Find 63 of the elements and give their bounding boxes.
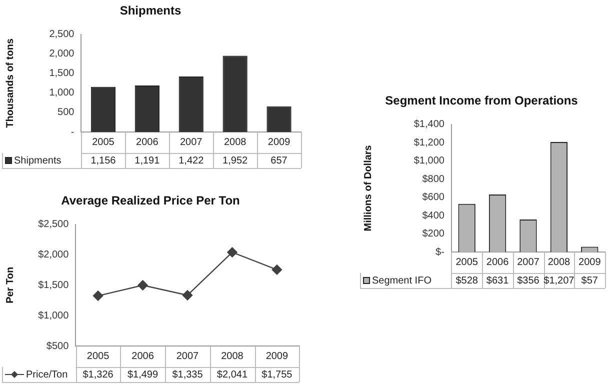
y-tick-label: $2,500	[38, 219, 70, 230]
data-label: $1,326	[82, 369, 114, 380]
y-tick-label: $200	[422, 228, 445, 240]
x-tick-label: 2006	[132, 350, 154, 362]
data-label: $57	[581, 275, 598, 286]
y-tick-label: $1,000	[38, 310, 70, 322]
point	[227, 247, 238, 258]
y-axis-title: Per Ton	[4, 266, 16, 304]
y-axis-title: Millions of Dollars	[362, 144, 374, 232]
data-label: $528	[456, 275, 478, 286]
data-label: $1,207	[544, 275, 575, 286]
x-tick-label: 2007	[176, 350, 200, 362]
data-label: $356	[517, 275, 540, 286]
data-label: 1,191	[134, 155, 160, 166]
x-tick-label: 2005	[86, 350, 110, 362]
data-label: $1,499	[127, 369, 158, 380]
y-tick-label: 1,000	[49, 88, 75, 99]
y-tick-label: $500	[46, 340, 70, 352]
y-tick-label: $1,500	[38, 280, 70, 291]
x-tick-label: 2009	[578, 256, 602, 268]
point	[138, 280, 148, 290]
y-tick-label: $800	[422, 174, 445, 185]
point	[272, 264, 282, 275]
y-tick-label: 2,000	[49, 48, 75, 60]
chart-title: Segment Income from Operations	[385, 94, 578, 108]
y-tick-label: -	[70, 126, 74, 138]
data-label: $2,041	[216, 369, 248, 380]
x-tick-label: 2009	[268, 136, 291, 148]
data-label: $1,335	[172, 369, 204, 380]
y-tick-label: 2,500	[49, 29, 75, 40]
y-tick-label: $1,200	[414, 137, 445, 148]
point	[182, 290, 193, 300]
x-tick-label: 2005	[92, 136, 115, 148]
legend-label: Shipments	[14, 155, 62, 166]
x-tick-label: 2006	[486, 256, 510, 268]
y-tick-label: $-	[436, 246, 444, 258]
legend-label: Price/Ton	[26, 369, 68, 380]
x-tick-label: 2009	[266, 350, 288, 362]
chart-title: Shipments	[120, 4, 182, 18]
x-tick-label: 2008	[548, 256, 570, 268]
y-tick-label: $400	[422, 210, 445, 222]
x-tick-label: 2006	[136, 136, 159, 148]
legend-label: Segment IFO	[372, 275, 432, 286]
y-tick-label: 500	[58, 107, 75, 118]
y-tick-label: $2,000	[38, 250, 70, 261]
data-label: 1,952	[222, 155, 248, 166]
x-tick-label: 2008	[224, 136, 247, 148]
y-tick-label: $600	[422, 192, 445, 204]
data-label: 657	[270, 155, 288, 166]
x-tick-label: 2007	[180, 136, 203, 148]
x-tick-label: 2007	[517, 256, 540, 268]
data-label: $631	[486, 275, 510, 286]
data-label: $1,755	[262, 369, 293, 380]
data-label: 1,422	[178, 155, 204, 166]
y-tick-label: $1,000	[414, 156, 445, 167]
y-tick-label: 1,500	[49, 68, 75, 80]
y-axis-title: Thousands of tons	[4, 38, 16, 128]
point	[92, 290, 104, 301]
chart-title: Average Realized Price Per Ton	[61, 194, 240, 208]
x-tick-label: 2008	[221, 350, 244, 362]
data-label: 1,156	[90, 155, 116, 166]
y-tick-label: $1,400	[414, 119, 445, 130]
x-tick-label: 2005	[456, 256, 478, 268]
